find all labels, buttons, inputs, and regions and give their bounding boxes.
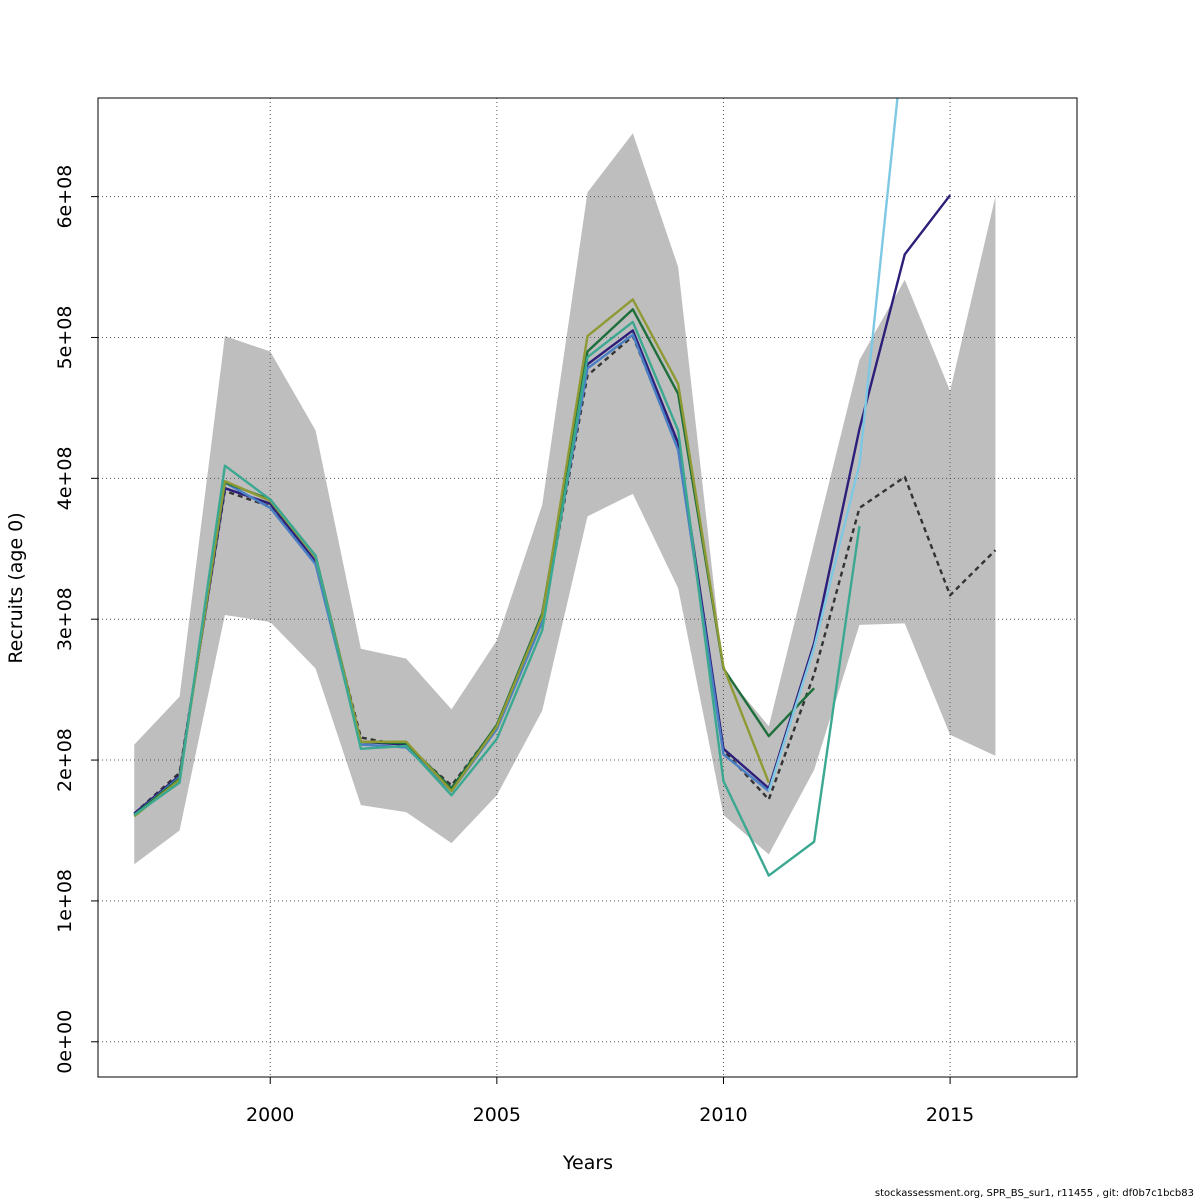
y-tick-label: 3e+08	[54, 587, 76, 651]
x-tick-label: 2005	[473, 1104, 521, 1126]
x-axis-title: Years	[562, 1152, 613, 1174]
y-axis-title: Recruits (age 0)	[5, 512, 27, 663]
y-tick-label: 6e+08	[54, 165, 76, 229]
series-line-7	[767, 98, 899, 792]
series-layer	[133, 98, 997, 877]
y-tick-label: 4e+08	[54, 446, 76, 510]
y-tick-label: 1e+08	[54, 869, 76, 933]
y-tick-label: 0e+00	[54, 1010, 76, 1074]
x-tick-label: 2010	[699, 1104, 747, 1126]
plot-frame	[97, 97, 1078, 1078]
series-line-6	[133, 320, 861, 877]
x-tick-label: 2015	[926, 1104, 974, 1126]
x-tick-label: 2000	[246, 1104, 294, 1126]
axis-layer: 2000 2005 2010 2015 0e+00 1e+08 2e+08 3e+08 4e+0…	[54, 165, 974, 1126]
footer-note: stockassessment.org, SPR_BS_sur1, r11455…	[874, 1188, 1194, 1199]
y-tick-label: 2e+08	[54, 728, 76, 792]
series-line-5	[133, 298, 770, 818]
y-tick-label: 5e+08	[54, 306, 76, 370]
